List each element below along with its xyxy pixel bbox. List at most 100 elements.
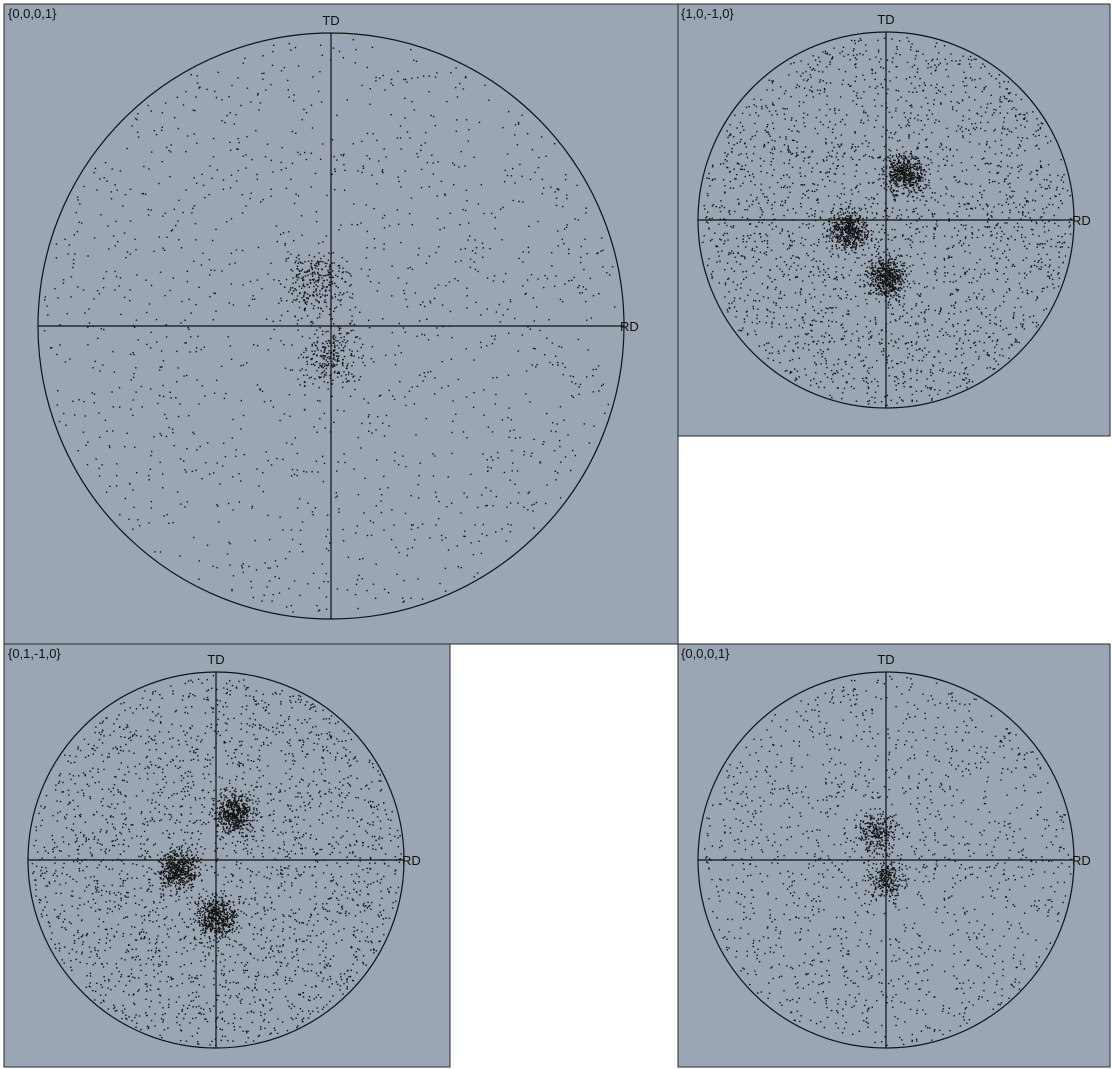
pole-point: [920, 106, 923, 108]
pole-point: [1034, 135, 1037, 137]
pole-point: [850, 247, 852, 249]
pole-point: [795, 120, 797, 122]
pole-point: [134, 446, 136, 449]
pole-point: [182, 211, 184, 214]
pole-point: [727, 239, 729, 241]
pole-point: [915, 304, 917, 307]
pole-point: [173, 445, 175, 447]
pole-point: [110, 198, 113, 200]
pole-point: [1041, 243, 1044, 245]
pole-point: [82, 289, 85, 291]
pole-point: [902, 376, 905, 378]
pole-point: [467, 140, 469, 142]
pole-point: [712, 203, 715, 206]
pole-point: [934, 213, 936, 215]
pole-point: [1057, 225, 1060, 227]
pole-point: [999, 354, 1001, 356]
pole-point: [420, 149, 422, 152]
pole-point: [910, 235, 913, 237]
pole-point: [531, 148, 534, 151]
pole-point: [58, 420, 61, 423]
pole-point: [460, 512, 462, 514]
pole-point: [853, 240, 855, 243]
pole-point: [728, 209, 731, 212]
pole-point: [969, 141, 971, 143]
pole-point: [912, 208, 915, 210]
pole-point: [1040, 258, 1042, 260]
pole-point: [336, 470, 338, 472]
pole-point: [1021, 325, 1024, 327]
pole-point: [451, 337, 453, 339]
pole-point: [761, 214, 763, 216]
pole-point: [865, 237, 868, 239]
pole-point: [784, 345, 786, 347]
pole-point: [811, 167, 814, 169]
pole-point: [1029, 173, 1031, 175]
pole-point: [562, 205, 564, 208]
pole-point: [975, 58, 977, 61]
pole-point: [855, 58, 858, 61]
pole-point: [337, 376, 339, 378]
pole-point: [959, 128, 961, 130]
pole-point: [939, 146, 941, 148]
pole-point: [262, 472, 264, 474]
pole-point: [1048, 203, 1050, 206]
pole-point: [784, 199, 787, 202]
pole-point: [338, 360, 340, 362]
pole-point: [911, 400, 913, 403]
pole-point: [310, 267, 313, 269]
pole-point: [847, 222, 849, 225]
pole-point: [854, 57, 856, 59]
pole-point: [949, 390, 951, 392]
pole-point: [176, 350, 178, 353]
pole-point: [1020, 124, 1022, 126]
pole-point: [969, 133, 972, 135]
pole-point: [786, 174, 788, 176]
pole-point: [948, 255, 950, 257]
pole-point: [263, 72, 265, 74]
pole-point: [834, 123, 837, 126]
pole-point: [890, 333, 893, 335]
pole-point: [835, 225, 837, 227]
pole-point: [862, 239, 864, 241]
pole-point: [480, 552, 483, 555]
pole-point: [403, 289, 405, 292]
pole-point: [833, 146, 835, 149]
pole-point: [1070, 218, 1072, 220]
pole-point: [297, 254, 300, 257]
pole-point: [975, 126, 978, 129]
pole-point: [854, 210, 856, 213]
pole-point: [229, 112, 231, 114]
pole-point: [470, 542, 472, 544]
pole-point: [441, 361, 443, 363]
pole-point: [843, 239, 845, 241]
pole-point: [824, 88, 826, 91]
pole-point: [766, 342, 768, 344]
pole-point: [911, 106, 913, 108]
pole-point: [899, 54, 901, 56]
pole-point: [944, 235, 946, 237]
pole-point: [1028, 243, 1031, 245]
pole-point: [315, 460, 318, 462]
pole-point: [819, 60, 821, 63]
pole-point: [185, 150, 187, 153]
pole-point: [325, 346, 327, 349]
pole-point: [838, 68, 840, 71]
pole-point: [735, 237, 738, 240]
pole-point: [963, 71, 965, 73]
pole-point: [767, 357, 769, 360]
pole-point: [371, 346, 374, 348]
pole-point: [213, 292, 215, 294]
pole-point: [63, 412, 65, 415]
pole-point: [497, 457, 499, 459]
pole-point: [436, 217, 439, 220]
pole-point: [845, 330, 848, 332]
pole-point: [853, 48, 855, 50]
pole-point: [776, 181, 779, 184]
pole-point: [341, 386, 344, 389]
pole-point: [304, 381, 306, 384]
pole-point: [346, 99, 348, 101]
pole-point: [822, 223, 824, 226]
pole-point: [450, 72, 452, 74]
pole-point: [1062, 181, 1065, 183]
